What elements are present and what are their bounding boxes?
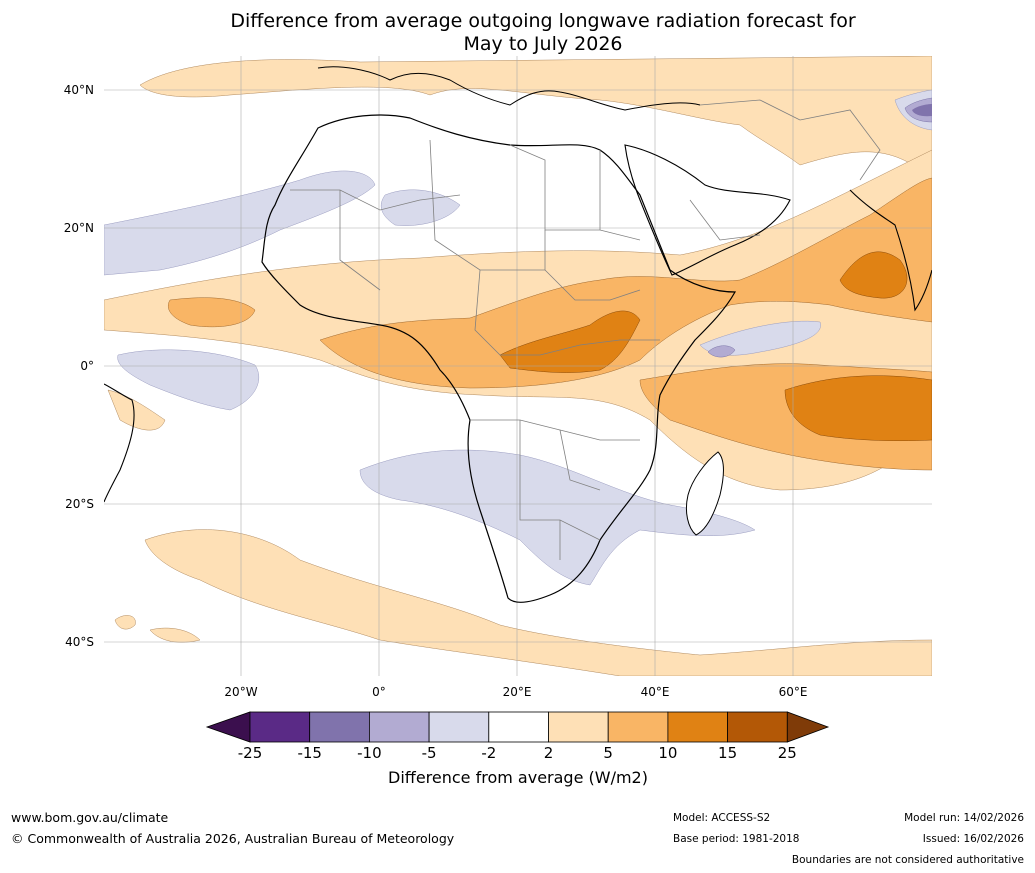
lon-label-20e: 20°E xyxy=(502,685,532,699)
lat-label-40n: 40°N xyxy=(63,83,94,97)
footer-issued: Issued: 16/02/2026 xyxy=(922,833,1024,845)
lon-label-40e: 40°E xyxy=(640,685,670,699)
anomaly-mid-purple xyxy=(707,97,932,358)
footer-disclaimer: Boundaries are not considered authoritat… xyxy=(791,854,1024,866)
colorbar-tick: -2 xyxy=(481,744,497,762)
anomaly-dark-orange xyxy=(499,251,932,442)
footer-copyright: © Commonwealth of Australia 2026, Austra… xyxy=(11,831,455,846)
colorbar-tick: 5 xyxy=(603,744,613,762)
footer-url[interactable]: www.bom.gov.au/climate xyxy=(11,810,169,825)
map-title: Difference from average outgoing longwav… xyxy=(0,10,1035,56)
south-america-coastline xyxy=(104,383,135,503)
footer-model: Model: ACCESS-S2 xyxy=(673,812,771,824)
colorbar-tick: 10 xyxy=(658,744,678,762)
title-line-1: Difference from average outgoing longwav… xyxy=(230,10,856,32)
lat-label-20n: 20°N xyxy=(63,221,94,235)
arabia-coastline xyxy=(624,144,791,276)
footer-base-period: Base period: 1981-2018 xyxy=(673,833,800,845)
india-coastline xyxy=(849,189,932,312)
colorbar-tick: -10 xyxy=(357,744,382,762)
europe-coastline xyxy=(317,66,701,111)
colorbar-tick: 2 xyxy=(543,744,554,762)
lon-label-20w: 20°W xyxy=(224,685,258,699)
anomaly-dark-purple xyxy=(912,104,932,117)
colorbar-label: Difference from average (W/m2) xyxy=(388,768,648,787)
graticule xyxy=(104,56,932,676)
country-borders xyxy=(290,99,881,560)
lat-label-40s: 40°S xyxy=(65,635,94,649)
colorbar-tick: -15 xyxy=(297,744,322,762)
colorbar-tick: 15 xyxy=(718,744,738,762)
colorbar-tick: -5 xyxy=(421,744,437,762)
madagascar-coastline xyxy=(685,451,724,536)
lat-label-20s: 20°S xyxy=(65,497,94,511)
lon-label-0: 0° xyxy=(372,685,386,699)
lat-label-equator: 0° xyxy=(80,359,94,373)
footer-model-run: Model run: 14/02/2026 xyxy=(904,812,1024,824)
lon-label-60e: 60°E xyxy=(778,685,808,699)
colorbar-tick: -25 xyxy=(237,744,263,762)
title-line-2: May to July 2026 xyxy=(463,33,623,55)
colorbar-tick: 25 xyxy=(777,744,797,762)
